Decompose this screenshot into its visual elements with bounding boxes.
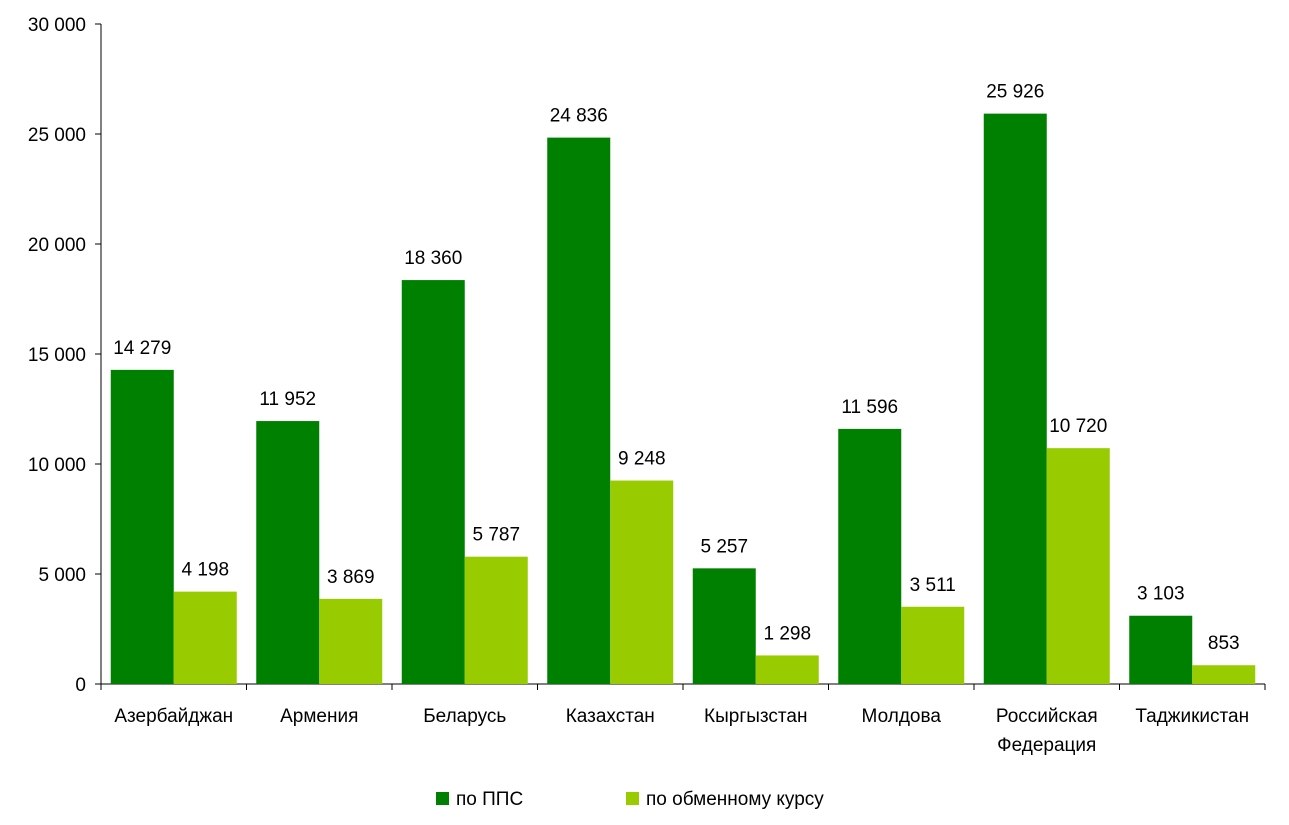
bar-exchange-rate (464, 556, 528, 684)
x-category-label: Беларусь (423, 706, 506, 727)
y-axis: 0 5 000 10 000 15 000 20 000 25 000 30 000 (28, 15, 102, 696)
x-category-label: Азербайджан (114, 706, 233, 727)
data-label: 25 926 (986, 82, 1044, 103)
data-label: 24 836 (550, 106, 608, 127)
x-category-label: Таджикистан (1135, 706, 1249, 727)
data-label: 5 787 (472, 525, 520, 546)
legend-label: по ППС (456, 789, 523, 810)
bar-exchange-rate (610, 480, 674, 684)
y-tick-label: 15 000 (28, 345, 86, 366)
y-tick-label: 25 000 (28, 125, 86, 146)
legend-label: по обменному курсу (646, 789, 824, 810)
y-tick-label: 20 000 (28, 235, 86, 256)
bar-exchange-rate (319, 598, 383, 684)
bar-ppp (110, 369, 174, 684)
data-label: 11 952 (259, 389, 316, 410)
y-tick-label: 5 000 (38, 565, 86, 586)
data-label: 9 248 (618, 449, 666, 470)
x-category-label: Федерация (997, 735, 1096, 756)
data-label: 3 869 (327, 567, 375, 588)
bar-ppp (692, 568, 756, 684)
legend: по ППС по обменному курсу (436, 789, 824, 810)
legend-swatch (436, 792, 449, 805)
bar-exchange-rate (901, 606, 965, 684)
x-axis: Азербайджан Армения Беларусь Казахстан Кыргы… (100, 683, 1266, 756)
y-tick-label: 10 000 (28, 455, 86, 476)
bar-ppp (401, 280, 465, 684)
x-category-label: Российская (996, 706, 1098, 727)
bar-exchange-rate (755, 655, 819, 684)
data-label: 10 720 (1049, 416, 1107, 437)
bar-ppp (983, 113, 1047, 685)
x-category-label: Армения (280, 706, 358, 727)
bar-ppp (838, 428, 902, 684)
data-label: 14 279 (113, 338, 171, 359)
x-category-label: Молдова (862, 706, 942, 727)
data-label: 3 511 (910, 575, 956, 596)
data-label: 3 103 (1137, 584, 1185, 605)
bar-ppp (1129, 615, 1193, 684)
data-label: 5 257 (700, 536, 748, 557)
x-category-label: Казахстан (566, 706, 655, 727)
data-label: 11 596 (841, 397, 898, 418)
bar-ppp (547, 137, 611, 684)
bar-exchange-rate (173, 591, 237, 684)
legend-swatch (626, 792, 639, 805)
bars (110, 113, 1256, 685)
bar-exchange-rate (1046, 448, 1110, 684)
bar-ppp (256, 421, 320, 684)
data-label: 4 198 (181, 560, 229, 581)
y-tick-label: 0 (75, 675, 86, 696)
data-label: 1 298 (763, 623, 811, 644)
x-category-label: Кыргызстан (704, 706, 807, 727)
data-label: 18 360 (404, 248, 462, 269)
bar-exchange-rate (1192, 665, 1256, 684)
y-tick-label: 30 000 (28, 15, 86, 36)
data-labels: 14 279 11 952 18 360 24 836 5 257 11 596 25 92… (113, 82, 1239, 655)
data-label: 853 (1208, 633, 1240, 654)
